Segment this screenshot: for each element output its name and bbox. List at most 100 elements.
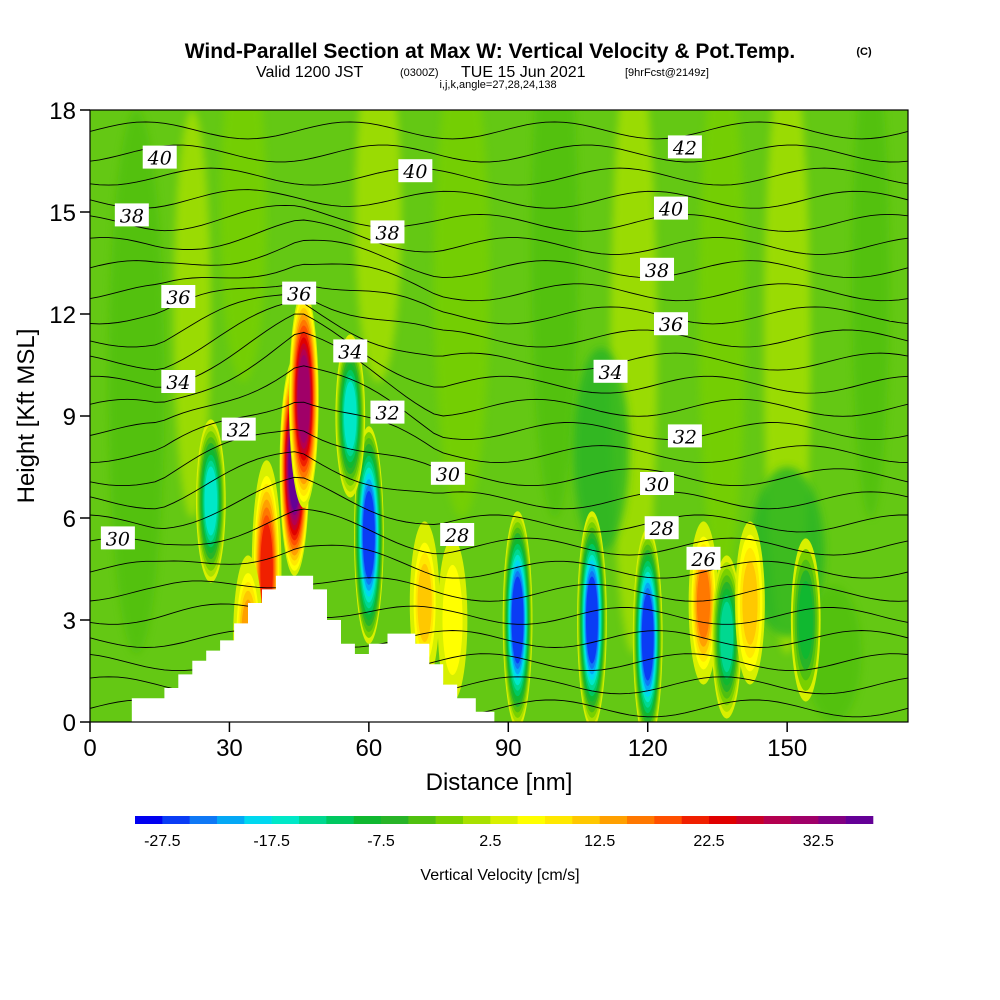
y-tick-label: 9 xyxy=(63,404,76,431)
y-axis-label: Height [Kft MSL] xyxy=(13,329,40,504)
colorbar-swatch xyxy=(845,816,874,824)
chart-subtitle: Valid 1200 JST (0300Z) TUE 15 Jun 2021 [… xyxy=(256,64,709,81)
colorbar-swatch xyxy=(517,816,546,824)
chart-title-mark: (C) xyxy=(856,46,872,58)
background-streaks xyxy=(108,110,890,722)
background-streak xyxy=(173,110,211,518)
colorbar-swatch xyxy=(189,816,218,824)
theta-contour-label: 40 xyxy=(653,196,688,221)
colorbar-swatch xyxy=(627,816,655,824)
contour-label-box xyxy=(644,516,679,540)
theta-contour-line xyxy=(90,544,908,579)
w-cell-band xyxy=(720,601,734,673)
contour-label-box xyxy=(114,203,149,227)
theta-contour-label: 34 xyxy=(333,339,368,363)
x-axis-label: Distance [nm] xyxy=(426,769,573,796)
x-tick-label: 120 xyxy=(628,735,668,762)
background-streak xyxy=(354,110,402,382)
theta-contour-label: 34 xyxy=(593,359,628,384)
theta-contour-label: 28 xyxy=(440,523,475,547)
colorbar-swatch xyxy=(435,816,464,824)
contour-label-box xyxy=(667,135,702,159)
x-tick-label: 150 xyxy=(767,735,807,762)
w-cell xyxy=(790,538,821,702)
colorbar-swatch xyxy=(353,816,382,824)
vertical-velocity-field xyxy=(195,290,821,722)
colorbar-swatch xyxy=(217,816,245,824)
y-tick-label: 6 xyxy=(63,506,76,533)
theta-contour-label: 32 xyxy=(221,417,256,442)
theta-contour-line xyxy=(90,300,908,371)
contour-label-box xyxy=(667,424,702,448)
contour-label-text: 38 xyxy=(120,205,144,227)
theta-contour-line xyxy=(90,293,908,348)
theta-contour-line xyxy=(90,451,908,510)
background-streak xyxy=(698,110,746,586)
subtitle-valid: Valid 1200 JST xyxy=(256,64,364,81)
colorbar-swatch xyxy=(709,816,737,824)
background-streak xyxy=(531,110,579,518)
contour-label-text: 34 xyxy=(598,362,622,384)
contour-label-box xyxy=(370,220,405,244)
contour-label-box xyxy=(370,400,405,424)
colorbar-swatch xyxy=(763,816,792,824)
colorbar-swatch xyxy=(299,816,327,824)
colorbar-swatch xyxy=(135,816,163,824)
colorbar-tick-label: 22.5 xyxy=(693,833,724,850)
theta-contour-label: 32 xyxy=(667,424,702,448)
w-cell-band xyxy=(297,355,310,443)
theta-contour-line xyxy=(90,239,908,279)
colorbar-swatch xyxy=(162,816,190,824)
y-tick-label: 0 xyxy=(63,710,76,737)
theta-contour-line xyxy=(90,313,908,394)
w-cell xyxy=(735,521,765,685)
theta-contour-line xyxy=(90,121,908,140)
w-cell xyxy=(335,334,366,498)
theta-contour-label: 26 xyxy=(686,546,721,571)
contour-label-box xyxy=(640,472,675,495)
theta-contour-labels: 26 28 28 30 30 30 32 32 32 34 34 34 36 36 36 38 38 38 40 40… xyxy=(100,135,721,571)
contour-label-text: 32 xyxy=(227,420,251,442)
theta-contour-label: 34 xyxy=(161,370,196,394)
x-axis: 0 30 60 90 120 150 xyxy=(83,722,807,762)
subtitle-fcst: [9hrFcst@2149z] xyxy=(625,67,709,79)
contour-label-box xyxy=(100,526,135,550)
colorbar-swatch xyxy=(681,816,710,824)
w-cell xyxy=(711,555,742,719)
background-streak xyxy=(220,110,267,382)
background-streak xyxy=(852,110,890,518)
y-tick-label: 3 xyxy=(63,608,76,635)
colorbar-swatch xyxy=(463,816,491,824)
contour-label-box xyxy=(430,461,465,485)
contour-label-text: 30 xyxy=(436,464,460,486)
theta-contour-label: 36 xyxy=(653,312,688,336)
theta-contour-label: 36 xyxy=(282,281,317,306)
contour-label-box xyxy=(282,281,317,305)
x-tick-label: 0 xyxy=(83,735,96,762)
colorbar: -27.5 -17.5 -7.5 2.5 12.5 22.5 32.5 xyxy=(135,816,874,850)
x-tick-label: 90 xyxy=(495,735,522,762)
theta-contour-line xyxy=(90,189,908,209)
contour-label-text: 42 xyxy=(672,137,697,159)
w-cell xyxy=(632,528,663,722)
contour-label-text: 28 xyxy=(444,525,469,547)
contour-label-text: 36 xyxy=(166,287,190,309)
contour-label-text: 32 xyxy=(673,426,697,448)
plot-area: 26 28 28 30 30 30 32 32 32 34 34 34 36 36 36 38 38 38 40 40… xyxy=(90,110,908,722)
theta-contour-label: 42 xyxy=(667,135,702,159)
theta-contour-line xyxy=(90,204,908,232)
theta-contour-label: 30 xyxy=(100,526,135,550)
w-cell xyxy=(353,426,384,644)
theta-contour-line xyxy=(90,629,908,648)
contour-label-box xyxy=(686,546,721,570)
colorbar-swatch xyxy=(791,816,819,824)
w-cell-band xyxy=(742,561,758,645)
theta-contour-line xyxy=(90,476,908,533)
contour-label-text: 36 xyxy=(659,314,683,336)
colorbar-swatch xyxy=(326,816,354,824)
contour-label-text: 32 xyxy=(375,403,399,425)
contour-label-text: 28 xyxy=(649,518,674,540)
colorbar-swatch xyxy=(736,816,764,824)
theta-contour-line xyxy=(90,167,908,186)
